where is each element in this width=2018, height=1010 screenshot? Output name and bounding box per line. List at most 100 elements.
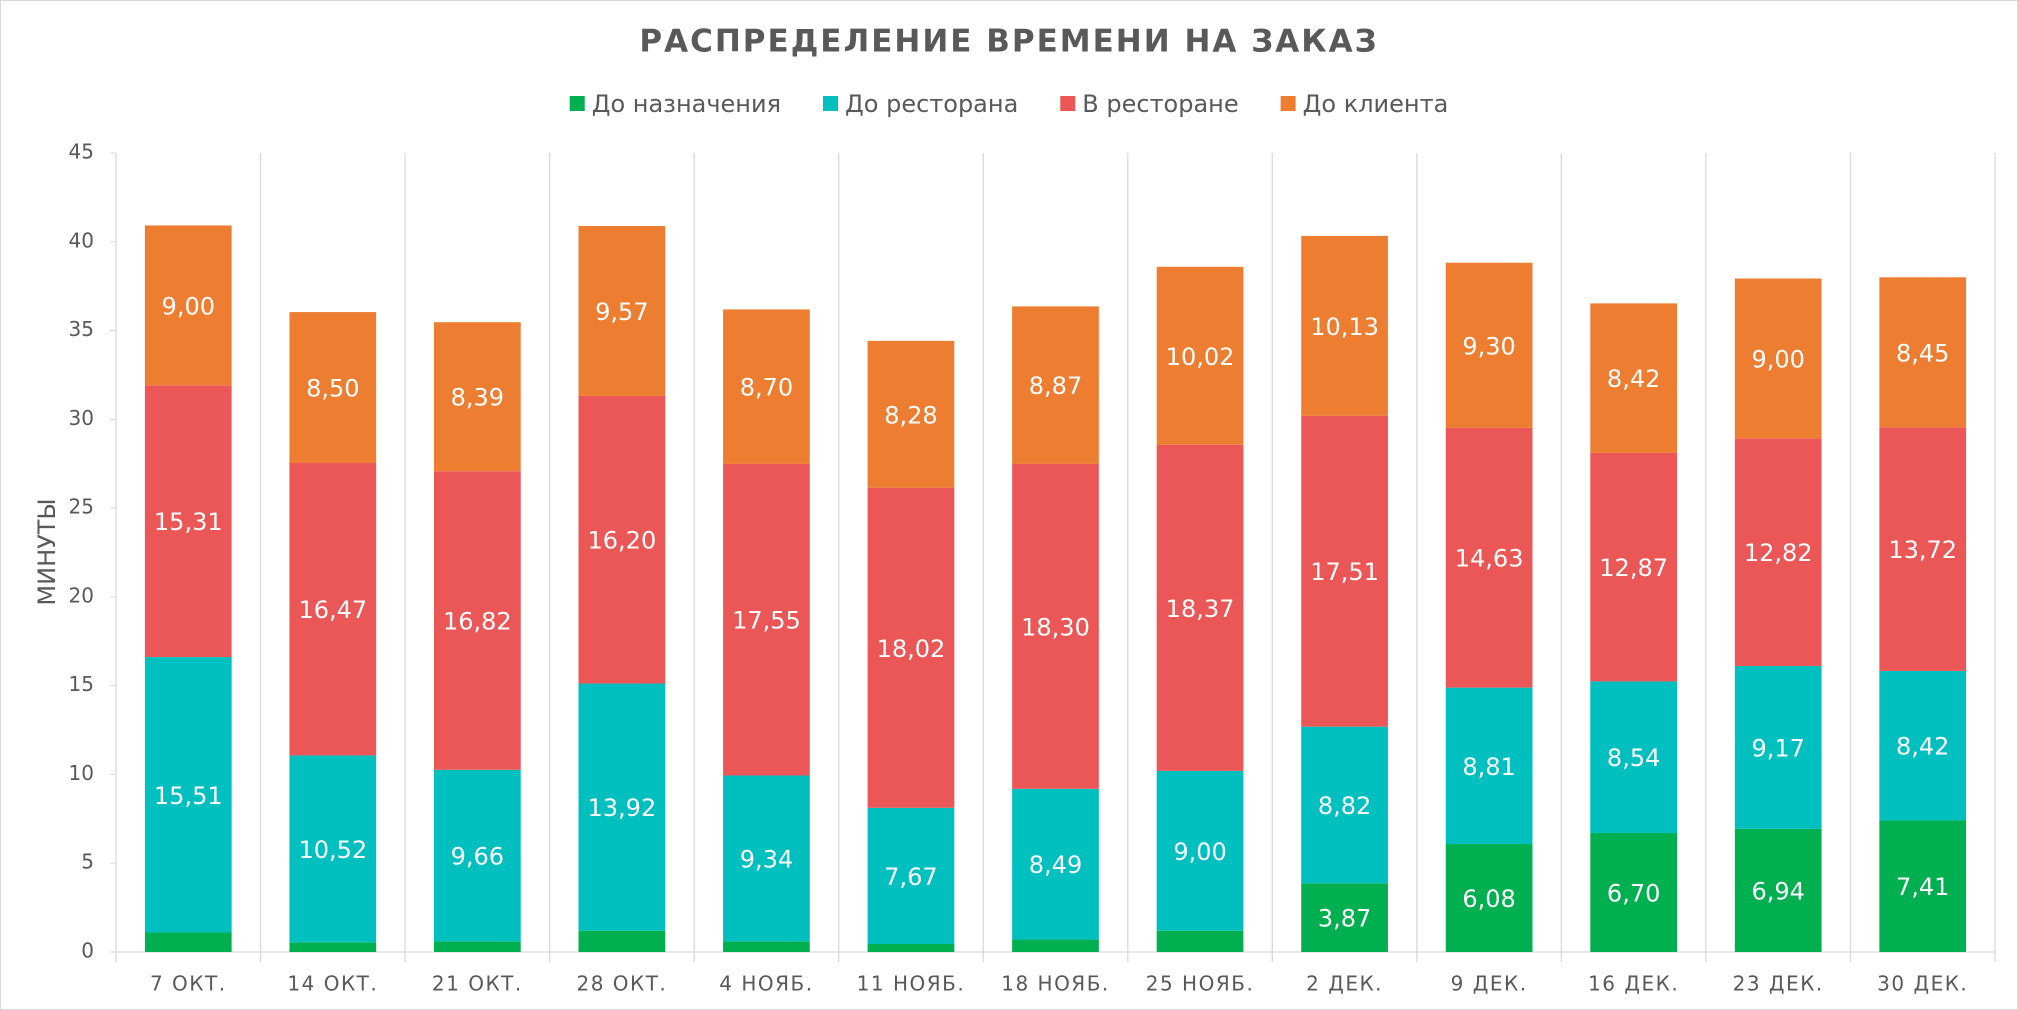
y-tick-label: 5 — [81, 850, 94, 874]
bar-segment — [1012, 463, 1099, 789]
value-label: 6,08 — [1462, 885, 1515, 913]
y-tick-label: 0 — [81, 939, 94, 963]
value-label: 9,00 — [162, 292, 215, 320]
y-tick-label: 40 — [69, 228, 94, 252]
bar-segment — [578, 683, 666, 931]
bar-segment — [867, 807, 955, 945]
bar-segment — [1301, 726, 1388, 884]
value-label: 3,87 — [1318, 905, 1371, 933]
value-label: 8,49 — [1029, 851, 1082, 879]
legend-label: До ресторана — [845, 90, 1018, 118]
value-label: 10,52 — [298, 836, 367, 864]
value-label: 7,41 — [1896, 873, 1949, 901]
value-label: 18,37 — [1166, 595, 1235, 623]
bar-segment — [723, 309, 810, 464]
bar-segment — [723, 941, 810, 952]
bar-segment — [289, 312, 377, 464]
bar-segment — [1590, 452, 1678, 682]
value-label: 9,57 — [595, 298, 648, 326]
bar-segment — [578, 225, 666, 396]
value-label: 13,72 — [1888, 536, 1957, 564]
bar-segment — [1879, 820, 1967, 952]
bar-segment — [1590, 303, 1678, 453]
bar-segment — [867, 487, 955, 808]
bar-segment — [1445, 262, 1533, 428]
y-tick-label: 35 — [69, 317, 94, 341]
value-label: 15,51 — [154, 782, 223, 810]
bar-segment — [1445, 844, 1533, 952]
legend-swatch — [1280, 96, 1296, 111]
bar-segment — [1156, 930, 1244, 952]
y-tick-label: 15 — [69, 672, 94, 696]
x-tick-label: 7 ОКТ. — [150, 972, 227, 996]
y-tick-label: 45 — [69, 140, 94, 164]
bar-segment — [433, 322, 521, 472]
bar-segment — [723, 463, 810, 776]
bar-segment — [289, 942, 377, 952]
bar-segment — [1156, 444, 1244, 771]
x-tick-label: 9 ДЕК. — [1451, 972, 1528, 996]
bar-segment — [1445, 427, 1533, 688]
value-label: 17,51 — [1310, 558, 1379, 586]
x-tick-label: 14 ОКТ. — [287, 972, 378, 996]
value-label: 8,42 — [1607, 365, 1660, 393]
x-tick-label: 16 ДЕК. — [1588, 972, 1679, 996]
legend-label: В ресторане — [1082, 90, 1238, 118]
bar-segment — [578, 395, 666, 684]
x-tick-label: 4 НОЯБ. — [719, 972, 813, 996]
x-tick-label: 2 ДЕК. — [1306, 972, 1383, 996]
y-tick-label: 10 — [69, 761, 94, 785]
value-label: 18,02 — [877, 635, 946, 663]
value-label: 8,81 — [1462, 753, 1515, 781]
x-tick-label: 25 НОЯБ. — [1146, 972, 1255, 996]
bar-segment — [433, 471, 521, 770]
bar-segment — [867, 944, 955, 952]
value-label: 12,87 — [1599, 554, 1668, 582]
value-label: 8,82 — [1318, 792, 1371, 820]
bar-segment — [144, 225, 232, 386]
legend-swatch — [569, 96, 585, 111]
bar-segment — [144, 385, 232, 658]
bar-segment — [1734, 665, 1822, 829]
bar-segment — [289, 463, 377, 756]
bar-segment — [1879, 427, 1967, 671]
bar-segment — [289, 755, 377, 943]
value-label: 7,67 — [884, 863, 937, 891]
value-label: 6,70 — [1607, 880, 1660, 908]
value-label: 8,50 — [306, 375, 359, 403]
value-label: 9,66 — [451, 843, 504, 871]
value-label: 16,47 — [298, 596, 367, 624]
value-label: 9,34 — [740, 845, 793, 873]
bar-segment — [1445, 687, 1533, 845]
bar-segment — [1879, 670, 1967, 821]
bar-segment — [1301, 883, 1388, 952]
value-label: 14,63 — [1455, 545, 1524, 573]
bar-segment — [433, 769, 521, 942]
bar-segment — [1012, 788, 1099, 940]
value-label: 18,30 — [1021, 613, 1090, 641]
value-label: 10,13 — [1310, 313, 1379, 341]
bar-segment — [1012, 306, 1099, 464]
x-tick-label: 30 ДЕК. — [1877, 972, 1968, 996]
bar-segment — [1156, 266, 1244, 445]
value-label: 8,42 — [1896, 733, 1949, 761]
bar-segment — [1012, 939, 1099, 952]
legend-label: До клиента — [1303, 90, 1449, 118]
bar-segment — [1734, 438, 1822, 666]
x-tick-label: 28 ОКТ. — [576, 972, 667, 996]
x-tick-label: 11 НОЯБ. — [857, 972, 966, 996]
y-axis-label: МИНУТЫ — [33, 498, 61, 605]
value-label: 15,31 — [154, 508, 223, 536]
y-tick-label: 25 — [69, 495, 94, 519]
bar-segment — [1301, 415, 1388, 727]
bar-segment — [433, 941, 521, 952]
bar-segment — [867, 340, 955, 488]
value-label: 8,87 — [1029, 372, 1082, 400]
value-label: 8,54 — [1607, 744, 1660, 772]
bar-segment — [1734, 828, 1822, 952]
x-tick-label: 18 НОЯБ. — [1001, 972, 1110, 996]
y-tick-label: 30 — [69, 406, 94, 430]
value-label: 16,20 — [588, 527, 657, 555]
bar-segment — [723, 775, 810, 942]
